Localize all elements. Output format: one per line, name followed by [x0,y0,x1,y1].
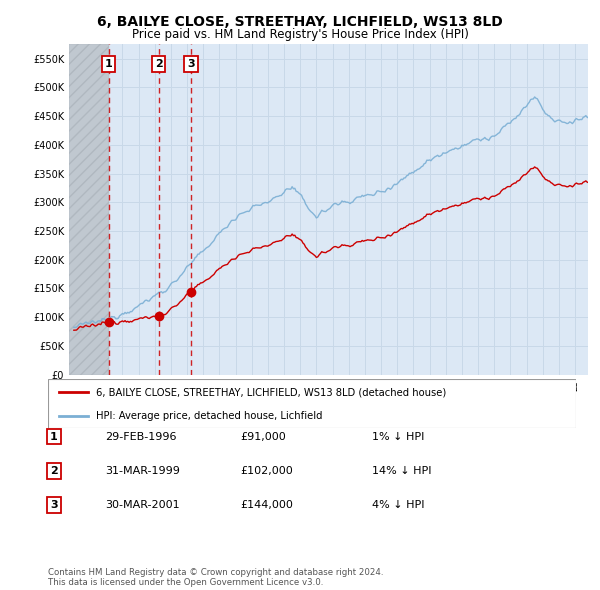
Text: 2: 2 [155,59,163,69]
Text: 1: 1 [50,432,58,441]
Bar [69,44,109,375]
Text: 30-MAR-2001: 30-MAR-2001 [105,500,179,510]
Text: 14% ↓ HPI: 14% ↓ HPI [372,466,431,476]
Text: 3: 3 [50,500,58,510]
Text: £102,000: £102,000 [240,466,293,476]
Text: 1% ↓ HPI: 1% ↓ HPI [372,432,424,441]
Text: 4% ↓ HPI: 4% ↓ HPI [372,500,425,510]
Text: Contains HM Land Registry data © Crown copyright and database right 2024.
This d: Contains HM Land Registry data © Crown c… [48,568,383,587]
Text: £144,000: £144,000 [240,500,293,510]
Text: HPI: Average price, detached house, Lichfield: HPI: Average price, detached house, Lich… [95,411,322,421]
Text: 2: 2 [50,466,58,476]
Text: 31-MAR-1999: 31-MAR-1999 [105,466,180,476]
Text: 3: 3 [187,59,195,69]
Text: 29-FEB-1996: 29-FEB-1996 [105,432,176,441]
Text: 1: 1 [105,59,113,69]
Text: 6, BAILYE CLOSE, STREETHAY, LICHFIELD, WS13 8LD (detached house): 6, BAILYE CLOSE, STREETHAY, LICHFIELD, W… [95,388,446,398]
Text: Price paid vs. HM Land Registry's House Price Index (HPI): Price paid vs. HM Land Registry's House … [131,28,469,41]
Text: £91,000: £91,000 [240,432,286,441]
Bar [69,44,109,375]
Text: 6, BAILYE CLOSE, STREETHAY, LICHFIELD, WS13 8LD: 6, BAILYE CLOSE, STREETHAY, LICHFIELD, W… [97,15,503,29]
